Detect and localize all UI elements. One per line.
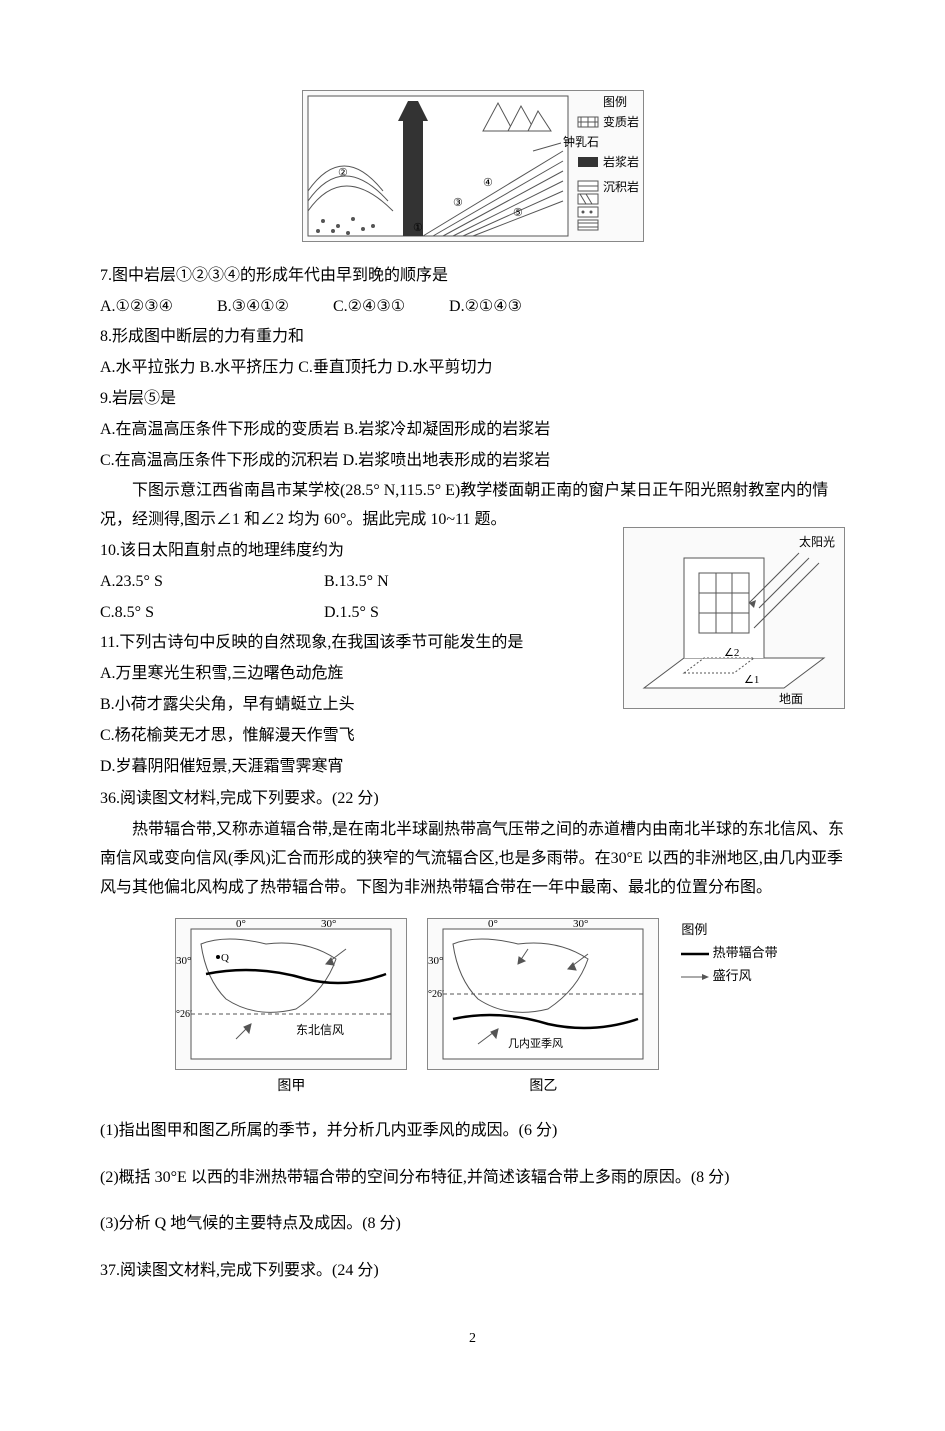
- q8-stem: 8.形成图中断层的力有重力和: [100, 323, 845, 352]
- stalactite-label: 钟乳石: [563, 134, 599, 149]
- q9-line1: A.在高温高压条件下形成的变质岩 B.岩浆冷却凝固形成的岩浆岩: [100, 416, 845, 445]
- q10-d: D.1.5° S: [324, 599, 379, 628]
- map2-item: 0° 30° 30° 23°26′ 几内亚季风 图乙: [427, 918, 659, 1099]
- layer-2: ②: [338, 167, 348, 179]
- m1-lon0: 0°: [236, 919, 246, 930]
- q8-opts: A.水平拉张力 B.水平挤压力 C.垂直顶托力 D.水平剪切力: [100, 354, 845, 383]
- map-legend-item1-label: 热带辐合带: [713, 945, 778, 960]
- q7-b: B.③④①②: [217, 293, 289, 322]
- q36-sub2: (2)概括 30°E 以西的非洲热带辐合带的空间分布特征,并简述该辐合带上多雨的…: [100, 1164, 845, 1193]
- q11-c: C.杨花榆荚无才思，惟解漫天作雪飞: [100, 722, 845, 751]
- q9-line2: C.在高温高压条件下形成的沉积岩 D.岩浆喷出地表形成的岩浆岩: [100, 447, 845, 476]
- map1: 0° 30° 30° 23°26′ Q 东北信风: [175, 918, 407, 1070]
- ground-label: 地面: [779, 692, 803, 706]
- q36-stem: 36.阅读图文材料,完成下列要求。(22 分): [100, 785, 845, 814]
- map-legend-item2: 盛行风: [681, 964, 777, 987]
- q36-sub1: (1)指出图甲和图乙所属的季节，并分析几内亚季风的成因。(6 分): [100, 1117, 845, 1146]
- page-number: 2: [100, 1326, 845, 1351]
- m1-newind: 东北信风: [296, 1023, 344, 1037]
- map-legend-item1: 热带辐合带: [681, 941, 777, 964]
- map-legend-title: 图例: [681, 918, 777, 941]
- m1-lat2326: 23°26′: [176, 1009, 192, 1020]
- map1-svg: 0° 30° 30° 23°26′ Q 东北信风: [176, 919, 406, 1069]
- layer-1: ①: [413, 222, 423, 234]
- q7-options: A.①②③④ B.③④①② C.②④③① D.②①④③: [100, 293, 845, 322]
- geology-svg: ① ② ③ ④ ⑤ 图例 变质岩 钟乳石 岩浆岩 沉积岩: [303, 91, 643, 241]
- m2-guinea: 几内亚季风: [508, 1036, 563, 1050]
- map2-svg: 0° 30° 30° 23°26′ 几内亚季风: [428, 919, 658, 1069]
- m2-lon30: 30°: [573, 919, 588, 930]
- q7-stem: 7.图中岩层①②③④的形成年代由早到晚的顺序是: [100, 262, 845, 291]
- geology-diagram: ① ② ③ ④ ⑤ 图例 变质岩 钟乳石 岩浆岩 沉积岩: [302, 90, 644, 242]
- sunlight-label: 太阳光: [799, 534, 835, 549]
- q11-d: D.岁暮阴阳催短景,天涯霜雪霁寒宵: [100, 753, 845, 782]
- q36-sub3: (3)分析 Q 地气候的主要特点及成因。(8 分): [100, 1210, 845, 1239]
- legend-title: 图例: [603, 95, 627, 109]
- angle1: ∠1: [744, 674, 759, 686]
- legend-meta: 变质岩: [603, 114, 639, 129]
- q36-passage: 热带辐合带,又称赤道辐合带,是在南北半球副热带高气压带之间的赤道槽内由南北半球的…: [100, 816, 845, 902]
- legend-sed: 沉积岩: [603, 179, 639, 194]
- legend-igneous: 岩浆岩: [603, 154, 639, 169]
- geology-diagram-container: ① ② ③ ④ ⑤ 图例 变质岩 钟乳石 岩浆岩 沉积岩: [100, 90, 845, 252]
- map-legend: 图例 热带辐合带 盛行风: [681, 918, 777, 988]
- m1-lat30: 30°: [176, 955, 191, 967]
- q10-a: A.23.5° S: [100, 568, 280, 597]
- layer-3: ③: [453, 197, 463, 209]
- m2-lon0: 0°: [488, 919, 498, 930]
- layer-5: ⑤: [513, 207, 523, 219]
- q7-d: D.②①④③: [449, 293, 522, 322]
- q37-stem: 37.阅读图文材料,完成下列要求。(24 分): [100, 1257, 845, 1286]
- q7-c: C.②④③①: [333, 293, 405, 322]
- map2: 0° 30° 30° 23°26′ 几内亚季风: [427, 918, 659, 1070]
- m2-lat2326: 23°26′: [428, 989, 444, 1000]
- window-diagram: 太阳光 ∠1 ∠2 地面: [623, 527, 845, 709]
- window-svg: 太阳光 ∠1 ∠2 地面: [624, 528, 844, 708]
- q7-a: A.①②③④: [100, 293, 173, 322]
- m1-lon30: 30°: [321, 919, 336, 930]
- map1-item: 0° 30° 30° 23°26′ Q 东北信风 图甲: [175, 918, 407, 1099]
- map1-caption: 图甲: [175, 1074, 407, 1099]
- layer-4: ④: [483, 177, 493, 189]
- q10-b: B.13.5° N: [324, 568, 389, 597]
- q10-c: C.8.5° S: [100, 599, 280, 628]
- map-pair: 0° 30° 30° 23°26′ Q 东北信风 图甲: [100, 918, 845, 1099]
- angle2: ∠2: [724, 647, 739, 659]
- m1-Q: Q: [221, 952, 229, 964]
- map2-caption: 图乙: [427, 1074, 659, 1099]
- map-legend-item2-label: 盛行风: [713, 968, 752, 983]
- q9-stem: 9.岩层⑤是: [100, 385, 845, 414]
- m2-lat30: 30°: [428, 955, 443, 967]
